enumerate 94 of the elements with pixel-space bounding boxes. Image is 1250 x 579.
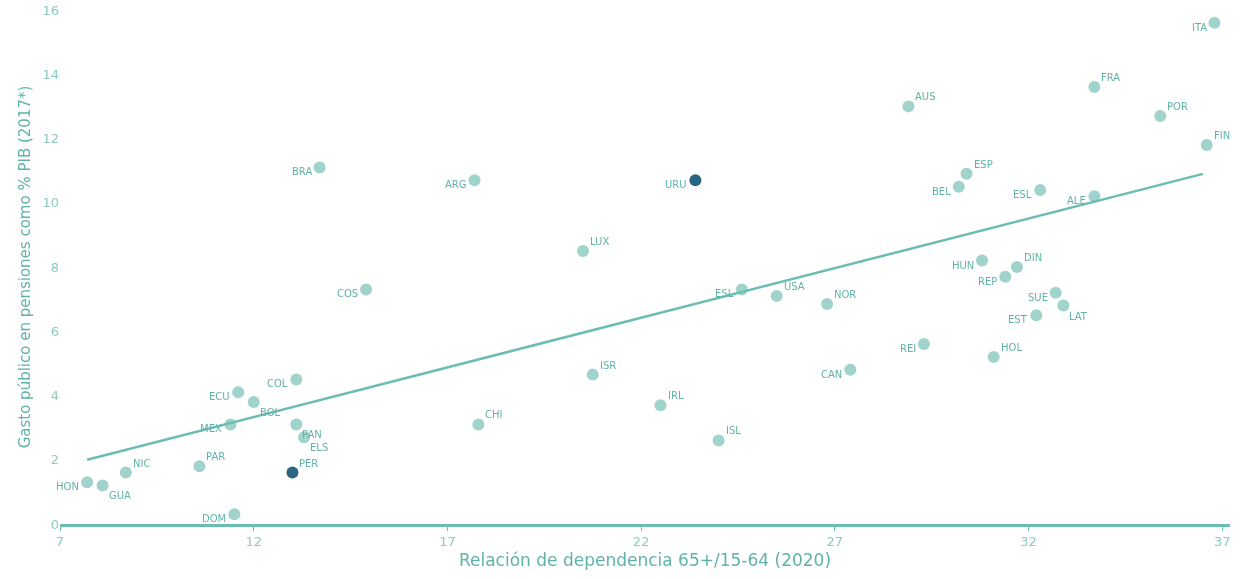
- annotation: LAT: [1069, 311, 1088, 322]
- point: [96, 479, 109, 492]
- annotation: NOR: [834, 289, 857, 300]
- annotation: ESL: [1013, 189, 1032, 200]
- y-tick-label: 6: [50, 323, 59, 339]
- point: [81, 476, 94, 489]
- point: [976, 254, 989, 267]
- annotation: SUE: [1028, 292, 1048, 303]
- annotation: BEL: [932, 186, 952, 197]
- x-tick-label: 27: [826, 534, 844, 550]
- point: [1208, 16, 1221, 29]
- y-tick-label: 14: [42, 66, 59, 82]
- annotation: FIN: [1214, 130, 1231, 141]
- annotation: FRA: [1101, 72, 1121, 83]
- annotation: POR: [1167, 101, 1188, 112]
- point: [286, 466, 299, 479]
- point: [313, 161, 326, 174]
- point: [1200, 138, 1213, 151]
- annotation: REI: [900, 343, 917, 354]
- point: [689, 174, 702, 187]
- annotation: URU: [665, 179, 687, 190]
- annotation: REP: [978, 276, 998, 287]
- point: [1049, 286, 1062, 299]
- point: [902, 100, 915, 113]
- point: [770, 289, 783, 302]
- x-tick-label: 17: [439, 534, 456, 550]
- y-axis-title: Gasto público en pensiones como % PIB (2017*): [15, 85, 34, 449]
- point: [844, 363, 857, 376]
- y-tick-label: 8: [50, 259, 59, 275]
- annotation: ISL: [726, 425, 742, 436]
- point: [1057, 299, 1070, 312]
- annotation: PER: [299, 458, 319, 469]
- point: [360, 283, 373, 296]
- annotation: ECU: [209, 391, 230, 402]
- x-tick-label: 32: [1020, 534, 1037, 550]
- point: [1034, 183, 1047, 196]
- point: [917, 338, 930, 351]
- annotation: USA: [784, 281, 805, 292]
- annotation: ALE: [1067, 195, 1086, 206]
- point: [1010, 261, 1023, 273]
- annotation: NIC: [133, 458, 151, 469]
- y-tick-label: 16: [42, 2, 59, 18]
- annotation: ESP: [974, 159, 993, 170]
- annotation: IRL: [668, 390, 684, 401]
- annotation: AUS: [915, 91, 936, 102]
- annotation: DOM: [202, 513, 227, 524]
- annotation: DIN: [1024, 252, 1043, 263]
- point: [987, 350, 1000, 363]
- x-tick-label: 12: [245, 534, 262, 550]
- y-tick-label: 4: [50, 388, 59, 404]
- annotation: LUX: [590, 236, 610, 247]
- annotation: ISR: [600, 360, 617, 371]
- annotation: HUN: [952, 260, 975, 271]
- annotation: HOL: [1001, 342, 1023, 353]
- point: [712, 434, 725, 447]
- point: [999, 270, 1012, 283]
- annotation: ARG: [445, 179, 467, 190]
- point: [247, 395, 260, 408]
- annotation: COS: [337, 288, 359, 299]
- y-tick-label: 10: [42, 195, 59, 211]
- point: [228, 508, 241, 521]
- annotation: EST: [1008, 314, 1028, 325]
- point: [193, 460, 206, 473]
- point: [1154, 110, 1167, 122]
- point: [290, 373, 303, 386]
- y-tick-label: 2: [50, 452, 59, 468]
- point: [1088, 81, 1101, 94]
- point: [290, 418, 303, 431]
- point: [952, 180, 965, 193]
- point: [960, 167, 973, 180]
- annotation: PAR: [206, 451, 226, 462]
- y-tick-label: 12: [42, 131, 59, 147]
- x-tick-label: 37: [1213, 534, 1231, 550]
- point: [821, 297, 834, 310]
- point: [232, 386, 245, 399]
- point: [577, 244, 590, 257]
- point: [119, 466, 132, 479]
- point: [468, 174, 481, 187]
- y-tick-label: 0: [50, 516, 59, 532]
- annotation: CAN: [821, 369, 843, 380]
- x-axis-title: Relación de dependencia 65+/15-64 (2020): [458, 549, 832, 570]
- x-tick-label: 22: [632, 534, 650, 550]
- annotation: HON: [56, 481, 79, 492]
- annotation: COL: [267, 378, 288, 389]
- annotation: BRA: [292, 166, 313, 177]
- annotation: GUA: [109, 490, 132, 501]
- point: [472, 418, 485, 431]
- x-tick-label: 7: [55, 534, 65, 550]
- point: [654, 399, 667, 412]
- annotation: ELS: [310, 442, 329, 453]
- point: [1030, 309, 1043, 322]
- annotation: CHI: [485, 409, 503, 420]
- point: [586, 368, 599, 381]
- annotation: ITA: [1192, 22, 1208, 33]
